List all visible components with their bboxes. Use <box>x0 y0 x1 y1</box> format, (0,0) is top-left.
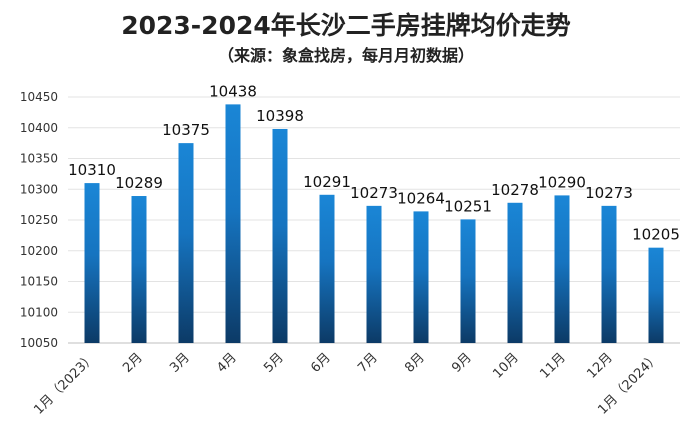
y-tick-label: 10300 <box>20 182 58 196</box>
bar <box>319 194 335 343</box>
bar <box>178 143 194 343</box>
y-tick-label: 10450 <box>20 90 58 104</box>
data-label: 10291 <box>303 173 351 191</box>
bar <box>272 128 288 343</box>
chart-title: 2023-2024年长沙二手房挂牌均价走势 <box>121 11 571 40</box>
bar <box>413 211 429 343</box>
data-label: 10205 <box>632 226 680 244</box>
data-label: 10273 <box>350 184 398 202</box>
y-tick-label: 10250 <box>20 213 58 227</box>
x-tick-label: 8月 <box>402 350 428 376</box>
data-label: 10290 <box>538 173 586 191</box>
bar <box>225 104 241 343</box>
y-axis-ticks: 10050 10100 10150 10200 10250 10300 10350 10400… <box>20 90 58 350</box>
data-label: 10251 <box>444 197 492 215</box>
x-tick-label: 11月 <box>537 350 568 381</box>
data-label: 10264 <box>397 189 445 207</box>
x-tick-label: 1月（2023） <box>31 350 98 417</box>
bar <box>648 247 664 343</box>
x-tick-label: 3月 <box>167 350 193 376</box>
y-tick-label: 10350 <box>20 152 58 166</box>
chart-subtitle: （来源：象盒找房，每月月初数据） <box>217 46 474 65</box>
y-tick-label: 10050 <box>20 336 58 350</box>
x-tick-label: 7月 <box>355 350 381 376</box>
bar <box>601 205 617 343</box>
y-tick-label: 10400 <box>20 121 58 135</box>
y-tick-label: 10100 <box>20 305 58 319</box>
y-tick-label: 10150 <box>20 275 58 289</box>
data-label: 10273 <box>585 184 633 202</box>
bar <box>84 183 100 343</box>
bar <box>131 196 147 343</box>
y-tick-label: 10200 <box>20 244 58 258</box>
data-label: 10398 <box>256 107 304 125</box>
x-tick-label: 6月 <box>308 350 334 376</box>
x-tick-label: 10月 <box>490 350 521 381</box>
x-tick-label: 2月 <box>120 350 146 376</box>
x-tick-label: 5月 <box>261 350 287 376</box>
bars <box>84 104 664 343</box>
x-tick-label: 9月 <box>449 350 475 376</box>
data-label: 10289 <box>115 174 163 192</box>
x-tick-label: 4月 <box>214 350 240 376</box>
x-tick-label: 12月 <box>584 350 615 381</box>
x-axis-labels: 1月（2023） 2月 3月 4月 5月 6月 7月 8月 9月 10月 11月 12月1月（2024… <box>31 350 662 417</box>
data-label: 10375 <box>162 121 210 139</box>
data-label: 10310 <box>68 161 116 179</box>
bar <box>366 205 382 343</box>
bar <box>460 219 476 343</box>
data-label: 10278 <box>491 181 539 199</box>
bar <box>554 195 570 343</box>
bar <box>507 202 523 343</box>
data-label: 10438 <box>209 82 257 100</box>
